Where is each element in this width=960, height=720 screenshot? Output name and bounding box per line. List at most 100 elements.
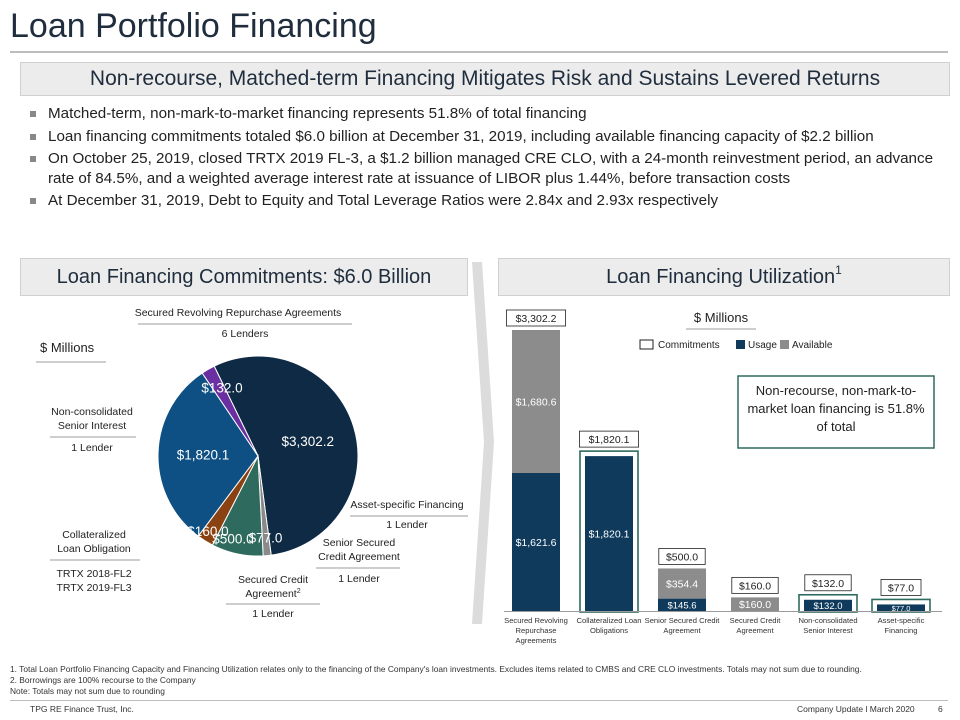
pie-lender-label: 1 Lender: [338, 573, 380, 585]
pie-category-label: Loan Obligation: [57, 543, 131, 555]
bullet-list: Matched-term, non-mark-to-market financi…: [28, 104, 943, 214]
bar-available-label: $1,680.6: [516, 397, 557, 409]
pie-lender-label: 6 Lenders: [222, 328, 269, 340]
square-bullet-icon: [30, 133, 36, 140]
bar-available: [658, 568, 706, 599]
pie-value-label: $3,302.2: [282, 434, 335, 449]
category-tick-label: Collateralized Loan: [576, 616, 641, 625]
bar-units-label: $ Millions: [694, 310, 749, 325]
category-tick-label: Senior Interest: [803, 626, 853, 635]
pie-value-label: $1,820.1: [177, 448, 230, 463]
footnote-ref: 2: [297, 588, 301, 595]
pie-category-label: Senior Secured: [323, 537, 396, 549]
bar-available: [512, 330, 560, 474]
footnote: Note: Totals may not sum due to rounding: [10, 686, 165, 697]
bullet-item: Loan financing commitments totaled $6.0 …: [28, 127, 943, 147]
utilization-header-text: Loan Financing Utilization: [606, 266, 836, 288]
category-tick-label: Financing: [885, 626, 918, 635]
commitment-label-box: [804, 574, 852, 592]
pie-value-label: $500.0: [212, 531, 253, 546]
bar-available-label: $354.4: [666, 579, 698, 591]
commitment-label: $500.0: [666, 551, 698, 563]
pie-category-label: Secured Revolving Repurchase Agreements: [135, 307, 342, 319]
footnotes: 1. Total Loan Portfolio Financing Capaci…: [10, 664, 950, 698]
bullet-item: At December 31, 2019, Debt to Equity and…: [28, 191, 943, 211]
pie-slice: [201, 365, 259, 457]
pie-lender-label: 1 Lender: [252, 608, 294, 620]
pie-category-label: Asset-specific Financing: [350, 499, 463, 511]
category-tick-label: Agreements: [516, 636, 557, 645]
category-tick-label: Agreement: [736, 626, 774, 635]
footnote: 2. Borrowings are 100% recourse to the C…: [10, 675, 196, 686]
utilization-panel-header: Loan Financing Utilization1: [498, 258, 950, 296]
commitments-panel-header: Loan Financing Commitments: $6.0 Billion: [20, 258, 468, 296]
category-tick-label: Agreement: [663, 626, 701, 635]
footnote-ref: 1: [835, 263, 842, 277]
utilization-bar-chart: $1,621.6 $1,680.6 $3,302.2 Secured Revolvin…: [504, 309, 942, 645]
pie-value-labels: $3,302.2 $77.0$500.0$160.0 $1,820.1 $132.0: [177, 381, 334, 547]
footer-divider: [10, 700, 948, 701]
square-bullet-icon: [30, 198, 36, 204]
pie-lender-label: TRTX 2018-FL2: [56, 568, 131, 580]
bar-usage-label: $145.6: [667, 600, 696, 611]
bullet-text: Loan financing commitments totaled $6.0 …: [48, 127, 874, 145]
bar-available: [731, 597, 779, 611]
bar-usage-label: $1,820.1: [589, 529, 630, 541]
pie-lender-label: 1 Lender: [386, 519, 428, 531]
pie-category-label: Senior Interest: [58, 420, 126, 432]
pie-lender-label: TRTX 2019-FL3: [56, 582, 131, 594]
bar-usage-label: $1,621.6: [516, 537, 557, 549]
category-tick-label: Secured Credit: [730, 616, 782, 625]
chevron-right-icon: [472, 262, 494, 624]
commitments-pie-chart: $3,302.2$77.0$500.0$160.0$1,820.1$132.0 …: [36, 307, 468, 620]
pie-category-label: Secured Credit: [238, 574, 308, 586]
legend-label: Commitments: [658, 340, 720, 351]
bar-marks: $1,621.6 $1,680.6 $3,302.2 Secured Revolvin…: [504, 309, 942, 645]
footer-company: TPG RE Finance Trust, Inc.: [30, 704, 134, 714]
page-number: 6: [938, 704, 943, 714]
category-tick-label: Senior Secured Credit: [645, 616, 721, 625]
bar-usage: [804, 599, 852, 611]
bar-available-label: $160.0: [739, 599, 771, 611]
commitment-label: $160.0: [739, 580, 771, 592]
pie-slices: [157, 355, 359, 557]
square-bullet-icon: [30, 156, 36, 162]
commitment-label-box: [579, 430, 640, 448]
commitment-label: $132.0: [812, 578, 844, 590]
pie-slice: [157, 372, 259, 537]
pie-value-label: $77.0: [249, 531, 283, 546]
bar-usage-label: $77.0: [892, 604, 911, 613]
category-tick-label: Obligations: [590, 626, 628, 635]
footnote: 1. Total Loan Portfolio Financing Capaci…: [10, 664, 862, 674]
bar-usage: [585, 456, 633, 611]
bar-usage-label: $132.0: [813, 601, 842, 612]
pie-category-label: Collateralized: [62, 529, 126, 541]
pie-category-label: Credit Agreement: [318, 551, 400, 563]
bar-usage: [658, 598, 706, 611]
category-tick-label: Repurchase: [516, 626, 557, 635]
legend-swatch-available: [780, 340, 789, 349]
category-tick-label: Asset-specific: [878, 616, 925, 625]
bullet-text: At December 31, 2019, Debt to Equity and…: [48, 192, 719, 209]
commitment-label: $1,820.1: [589, 434, 630, 446]
legend-swatch-usage: [736, 340, 745, 349]
pie-value-label: $132.0: [201, 381, 242, 396]
pie-units-label: $ Millions: [40, 340, 95, 355]
legend-swatch-commitments: [639, 339, 654, 350]
category-tick-label: Secured Revolving: [504, 616, 568, 625]
square-bullet-icon: [30, 111, 36, 117]
bullet-text: On October 25, 2019, closed TRTX 2019 FL…: [48, 150, 934, 187]
category-tick-label: Non-consolidated: [798, 616, 857, 625]
bullet-text: Matched-term, non-mark-to-market financi…: [48, 105, 587, 122]
page-title: Loan Portfolio Financing: [10, 7, 377, 45]
pie-lender-label: 1 Lender: [71, 442, 113, 454]
legend-label: Usage: [748, 340, 777, 351]
callout-text: Non-recourse, non-mark-to-market loan fi…: [747, 383, 925, 434]
commitment-label-box: [880, 579, 922, 596]
bar-usage: [512, 473, 560, 611]
commitment-label-box: [731, 576, 779, 594]
legend: Commitments Usage Available: [639, 339, 833, 351]
subtitle-band: Non-recourse, Matched-term Financing Mit…: [20, 62, 950, 96]
legend-label: Available: [792, 340, 833, 351]
commitment-label-box: [505, 309, 567, 327]
